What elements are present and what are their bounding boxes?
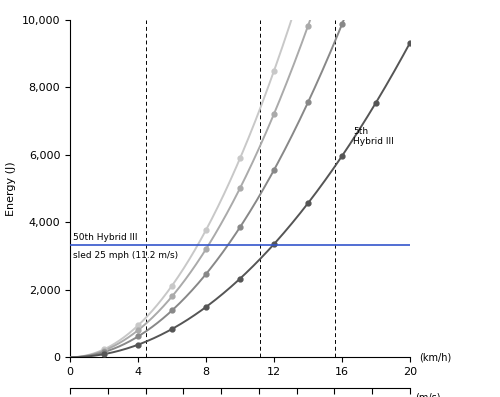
Text: (m/s): (m/s): [415, 393, 440, 397]
Y-axis label: Energy (J): Energy (J): [6, 161, 16, 216]
Text: 5th
Hybrid III: 5th Hybrid III: [353, 127, 394, 146]
Text: sled 25 mph (11.2 m/s): sled 25 mph (11.2 m/s): [72, 251, 178, 260]
Text: (km/h): (km/h): [420, 352, 452, 362]
Text: 50th Hybrid III: 50th Hybrid III: [72, 233, 137, 243]
